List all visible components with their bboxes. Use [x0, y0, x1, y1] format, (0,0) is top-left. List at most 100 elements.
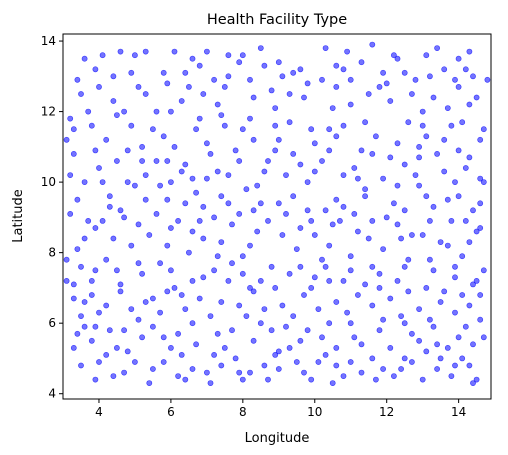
data-point	[81, 55, 88, 62]
y-axis: 4 6 8 10 12 14	[41, 34, 63, 401]
data-point	[466, 362, 473, 369]
data-point	[401, 207, 408, 214]
data-point	[459, 253, 466, 260]
data-point	[430, 267, 437, 274]
x-tick-label: 10	[307, 405, 322, 419]
data-point	[207, 380, 214, 386]
data-point	[344, 309, 350, 316]
data-point	[470, 281, 476, 288]
data-point	[221, 122, 228, 129]
data-point	[362, 281, 368, 288]
data-point	[135, 84, 142, 90]
data-point	[124, 147, 131, 154]
data-point	[81, 323, 88, 330]
data-point	[78, 91, 84, 97]
data-point	[146, 380, 153, 386]
data-point	[85, 217, 92, 224]
data-point	[211, 76, 217, 83]
data-point	[88, 122, 95, 129]
data-point	[88, 277, 95, 284]
data-point	[149, 126, 156, 133]
data-point	[171, 284, 178, 291]
data-point	[430, 323, 437, 330]
data-point	[423, 193, 430, 200]
data-point	[426, 256, 433, 263]
data-point	[214, 168, 221, 175]
x-axis: 4 6 8 10 12 14	[95, 399, 466, 419]
data-point	[149, 323, 156, 330]
data-point	[218, 239, 225, 245]
data-point	[189, 277, 196, 284]
y-tick-label: 14	[41, 34, 56, 48]
data-point	[308, 126, 315, 133]
data-point	[106, 203, 113, 210]
data-point	[92, 376, 99, 383]
data-point	[401, 320, 408, 327]
data-point	[340, 66, 347, 73]
data-point	[99, 179, 106, 185]
data-point	[103, 256, 110, 263]
data-point	[290, 69, 297, 76]
data-point	[142, 196, 149, 203]
data-point	[74, 246, 81, 252]
data-point	[301, 292, 307, 298]
data-point	[477, 175, 484, 182]
data-point	[452, 179, 458, 185]
data-point	[236, 59, 243, 66]
data-point	[405, 288, 412, 295]
data-point	[376, 84, 383, 90]
data-point	[185, 249, 192, 256]
data-point	[182, 69, 189, 76]
data-point	[466, 239, 473, 245]
data-point	[408, 359, 415, 365]
data-point	[444, 105, 451, 111]
data-point	[448, 217, 455, 224]
data-point	[383, 80, 390, 87]
data-point	[322, 351, 329, 358]
data-point	[160, 133, 167, 140]
data-point	[351, 210, 358, 217]
data-point	[347, 359, 354, 365]
data-point	[254, 228, 261, 235]
data-point	[272, 147, 279, 154]
data-point	[333, 196, 340, 203]
data-point	[347, 267, 354, 274]
data-point	[452, 274, 458, 281]
y-tick-label: 8	[48, 246, 56, 260]
data-point	[239, 126, 246, 133]
data-point	[319, 334, 325, 341]
data-point	[96, 309, 102, 316]
data-point	[121, 214, 127, 221]
data-point	[160, 359, 167, 365]
data-point	[243, 186, 250, 193]
data-point	[290, 193, 297, 200]
data-point	[275, 366, 282, 372]
data-point	[452, 362, 458, 369]
data-point	[401, 69, 408, 76]
data-point	[196, 217, 203, 224]
data-point	[99, 52, 106, 59]
data-point	[376, 327, 383, 334]
data-point	[157, 309, 163, 316]
data-point	[160, 334, 167, 341]
data-point	[480, 267, 487, 274]
data-point	[193, 341, 199, 348]
data-point	[103, 136, 110, 143]
data-point	[470, 380, 476, 386]
data-point	[376, 284, 383, 291]
data-point	[319, 158, 325, 164]
data-point	[178, 292, 185, 298]
data-point	[301, 94, 307, 101]
data-point	[380, 316, 386, 323]
data-point	[304, 327, 311, 334]
data-point	[477, 316, 484, 323]
data-point	[297, 337, 304, 344]
data-point	[423, 133, 430, 140]
data-point	[88, 292, 95, 298]
data-point	[390, 373, 397, 379]
data-point	[243, 313, 250, 319]
data-point	[340, 373, 347, 379]
data-point	[322, 207, 329, 214]
data-point	[416, 306, 422, 312]
data-point	[326, 277, 333, 284]
